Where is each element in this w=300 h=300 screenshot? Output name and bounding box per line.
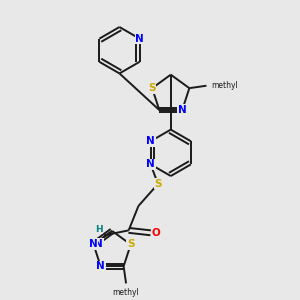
Text: N: N [94,239,103,249]
Text: S: S [148,83,156,93]
Text: N: N [146,136,155,146]
Text: S: S [154,179,162,189]
Text: H: H [95,225,103,234]
Text: N: N [89,239,98,250]
Text: N: N [135,34,144,44]
Text: N: N [178,105,187,115]
Text: N: N [146,159,155,170]
Text: methyl: methyl [211,81,238,90]
Text: N: N [96,261,105,271]
Text: O: O [151,228,160,238]
Text: S: S [127,239,134,250]
Text: methyl: methyl [113,288,140,297]
